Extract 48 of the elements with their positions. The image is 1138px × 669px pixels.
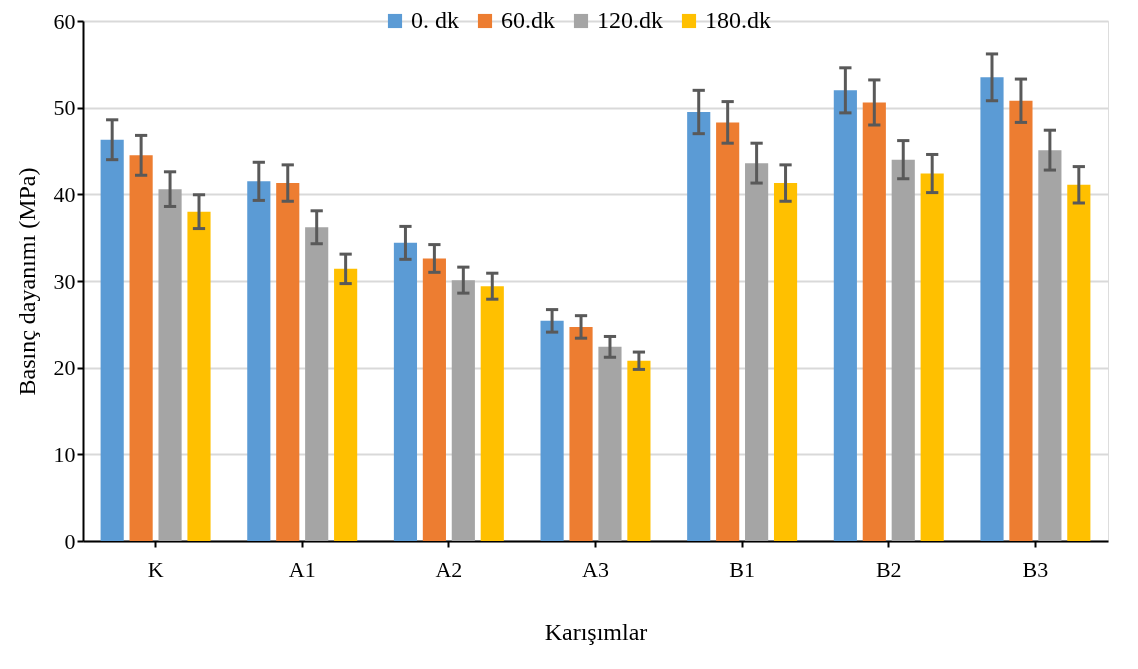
bar bbox=[247, 181, 271, 541]
bar bbox=[862, 102, 886, 541]
bar bbox=[540, 320, 564, 541]
x-tick-label: K bbox=[147, 556, 164, 582]
bar bbox=[393, 242, 418, 541]
bar bbox=[980, 77, 1004, 541]
y-axis-title: Basınç dayanımı (MPa) bbox=[13, 167, 40, 396]
x-tick-label: A3 bbox=[582, 556, 609, 582]
bar bbox=[451, 280, 475, 541]
bar bbox=[276, 183, 300, 541]
bar bbox=[480, 286, 504, 541]
x-tick-label: A2 bbox=[435, 556, 463, 582]
bar bbox=[422, 258, 446, 541]
bar bbox=[1067, 184, 1091, 541]
x-tick-label: A1 bbox=[288, 556, 316, 582]
bar bbox=[129, 155, 153, 541]
x-tick-label: B1 bbox=[729, 556, 755, 582]
bar bbox=[1038, 150, 1062, 541]
bar bbox=[773, 183, 798, 541]
legend-label: 0. dk bbox=[411, 7, 459, 33]
y-tick-label: 40 bbox=[53, 181, 76, 207]
bar bbox=[627, 360, 651, 541]
legend-label: 180.dk bbox=[705, 7, 771, 33]
bar bbox=[334, 268, 358, 541]
y-tick-label: 50 bbox=[53, 95, 76, 121]
bar bbox=[100, 139, 124, 541]
x-tick-label: B3 bbox=[1022, 556, 1049, 582]
bar bbox=[891, 159, 915, 541]
bar bbox=[569, 326, 593, 541]
y-tick-label: 60 bbox=[53, 8, 76, 34]
bar bbox=[1009, 100, 1033, 541]
bar bbox=[598, 346, 622, 541]
y-tick-label: 10 bbox=[53, 441, 76, 467]
legend-label: 120.dk bbox=[597, 7, 663, 33]
y-tick-label: 20 bbox=[53, 355, 76, 381]
bar bbox=[187, 211, 211, 541]
legend-label: 60.dk bbox=[501, 7, 555, 33]
bar bbox=[833, 90, 857, 541]
y-tick-label: 30 bbox=[53, 268, 76, 294]
bar bbox=[745, 163, 769, 541]
bar bbox=[687, 112, 711, 541]
x-axis-title: Karışımlar bbox=[544, 618, 648, 645]
y-tick-label: 0 bbox=[64, 528, 76, 554]
bar bbox=[305, 227, 329, 541]
bar bbox=[716, 122, 740, 541]
bar bbox=[158, 189, 182, 541]
bar bbox=[920, 173, 944, 541]
x-tick-label: B2 bbox=[875, 556, 902, 582]
